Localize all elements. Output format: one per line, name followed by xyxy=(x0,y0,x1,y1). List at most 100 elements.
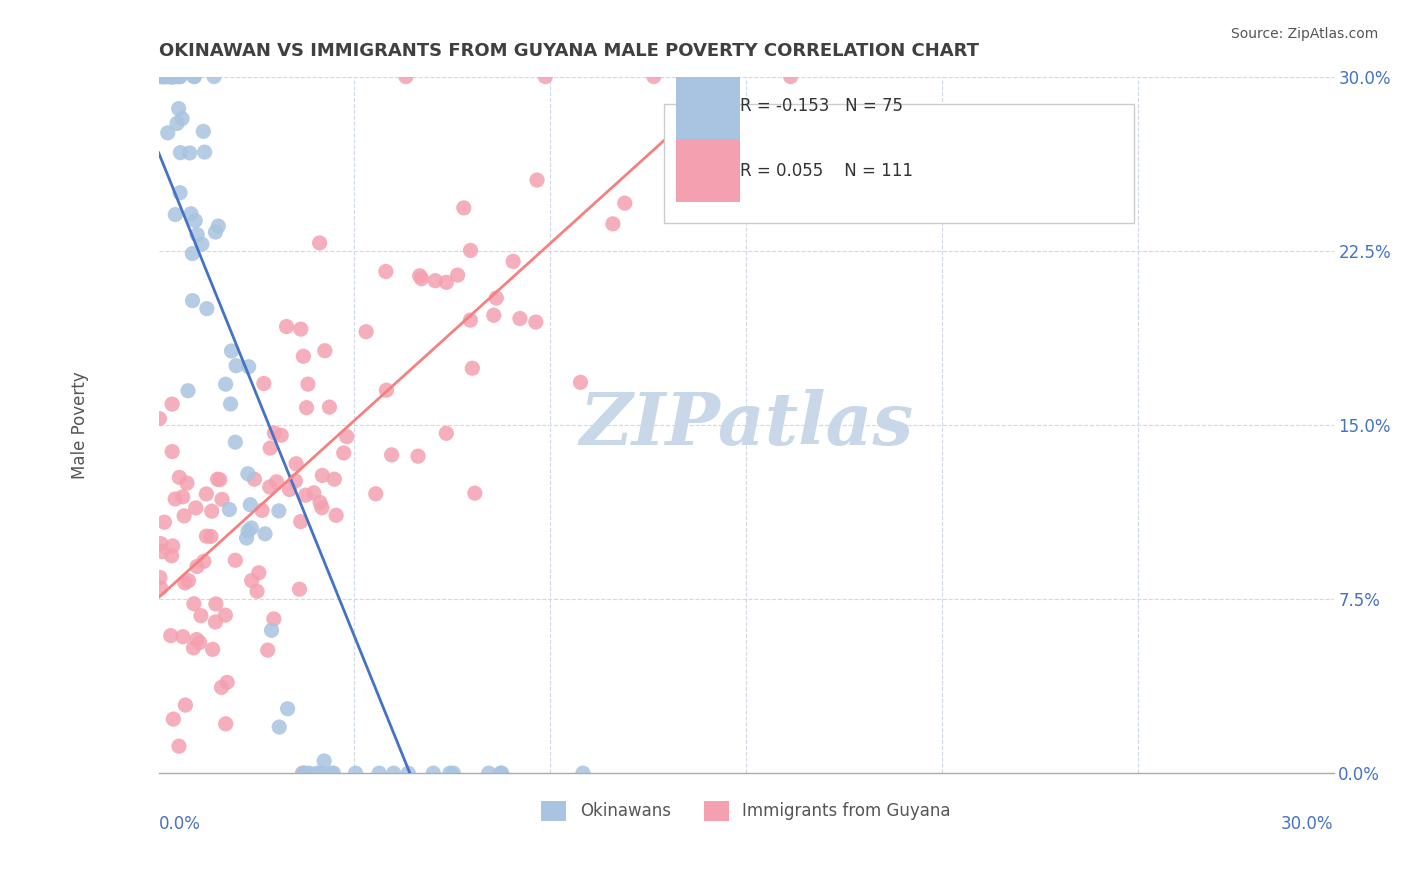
Point xyxy=(643,70,665,84)
Point xyxy=(152,70,174,84)
Point xyxy=(177,384,200,398)
Point xyxy=(236,524,259,538)
Point xyxy=(259,441,281,455)
Point xyxy=(181,246,204,260)
Point xyxy=(294,766,316,780)
Point xyxy=(406,449,429,463)
Point xyxy=(308,235,330,250)
Point xyxy=(247,566,270,580)
Point xyxy=(336,430,359,444)
Point xyxy=(295,401,318,415)
Text: ZIPatlas: ZIPatlas xyxy=(579,390,912,460)
Point xyxy=(219,397,242,411)
Point xyxy=(214,377,236,392)
Point xyxy=(174,698,197,712)
Point xyxy=(323,472,346,486)
Point xyxy=(302,486,325,500)
FancyBboxPatch shape xyxy=(676,77,740,139)
Point xyxy=(207,472,229,486)
Text: Source: ZipAtlas.com: Source: ZipAtlas.com xyxy=(1230,27,1378,41)
Point xyxy=(149,570,172,584)
Point xyxy=(509,311,531,326)
Point xyxy=(298,766,321,780)
Point xyxy=(294,488,316,502)
Point xyxy=(162,70,184,84)
Point xyxy=(311,468,333,483)
Point xyxy=(160,549,183,563)
Point xyxy=(263,425,285,440)
Point xyxy=(460,244,482,258)
Point xyxy=(276,319,298,334)
Point xyxy=(156,126,179,140)
Point xyxy=(211,681,233,695)
Point xyxy=(269,720,291,734)
Point xyxy=(190,608,212,623)
Point xyxy=(422,766,444,780)
Point xyxy=(569,376,592,390)
Point xyxy=(243,472,266,486)
Point xyxy=(534,70,557,84)
Point xyxy=(166,116,188,130)
Point xyxy=(246,584,269,599)
Point xyxy=(288,582,311,597)
Point xyxy=(172,490,194,504)
Point xyxy=(174,576,197,591)
Point xyxy=(169,70,191,84)
Point xyxy=(195,487,218,501)
Point xyxy=(148,70,170,84)
Point xyxy=(167,739,190,754)
Point xyxy=(169,470,191,484)
Point xyxy=(183,640,205,655)
Text: R = -0.153   N = 75: R = -0.153 N = 75 xyxy=(740,97,903,115)
Point xyxy=(224,553,246,567)
Point xyxy=(411,271,433,285)
Point xyxy=(204,615,226,629)
Point xyxy=(208,473,231,487)
Point xyxy=(254,526,277,541)
Point xyxy=(176,476,198,491)
Point xyxy=(186,632,208,647)
Point xyxy=(311,500,333,515)
Point xyxy=(491,766,513,780)
FancyBboxPatch shape xyxy=(676,139,740,202)
Point xyxy=(307,766,329,780)
Point xyxy=(153,70,176,84)
Point xyxy=(159,629,181,643)
Point xyxy=(322,766,344,780)
Point xyxy=(256,643,278,657)
Point xyxy=(434,426,457,441)
Point xyxy=(446,268,468,282)
Point xyxy=(292,766,315,780)
Legend: Okinawans, Immigrants from Guyana: Okinawans, Immigrants from Guyana xyxy=(534,794,957,828)
Point xyxy=(779,70,801,84)
Point xyxy=(354,325,377,339)
Point xyxy=(191,237,214,252)
Point xyxy=(167,70,190,84)
Point xyxy=(155,70,177,84)
Point xyxy=(184,213,207,227)
Point xyxy=(464,486,486,500)
Point xyxy=(374,264,396,278)
Point xyxy=(149,581,172,595)
Point xyxy=(224,435,246,450)
Point xyxy=(395,70,418,84)
Point xyxy=(250,503,273,517)
Point xyxy=(526,173,548,187)
Point xyxy=(439,766,461,780)
Point xyxy=(195,301,218,316)
Point xyxy=(183,70,205,84)
Point xyxy=(238,359,260,374)
Point xyxy=(297,377,319,392)
Point xyxy=(602,217,624,231)
Point xyxy=(239,498,262,512)
Point xyxy=(332,446,354,460)
Point xyxy=(285,457,308,471)
Point xyxy=(218,502,240,516)
Point xyxy=(150,70,173,84)
Point xyxy=(180,207,202,221)
Point xyxy=(266,475,288,489)
Point xyxy=(157,70,180,84)
Point xyxy=(205,597,228,611)
Point xyxy=(489,766,512,780)
Point xyxy=(169,186,191,200)
